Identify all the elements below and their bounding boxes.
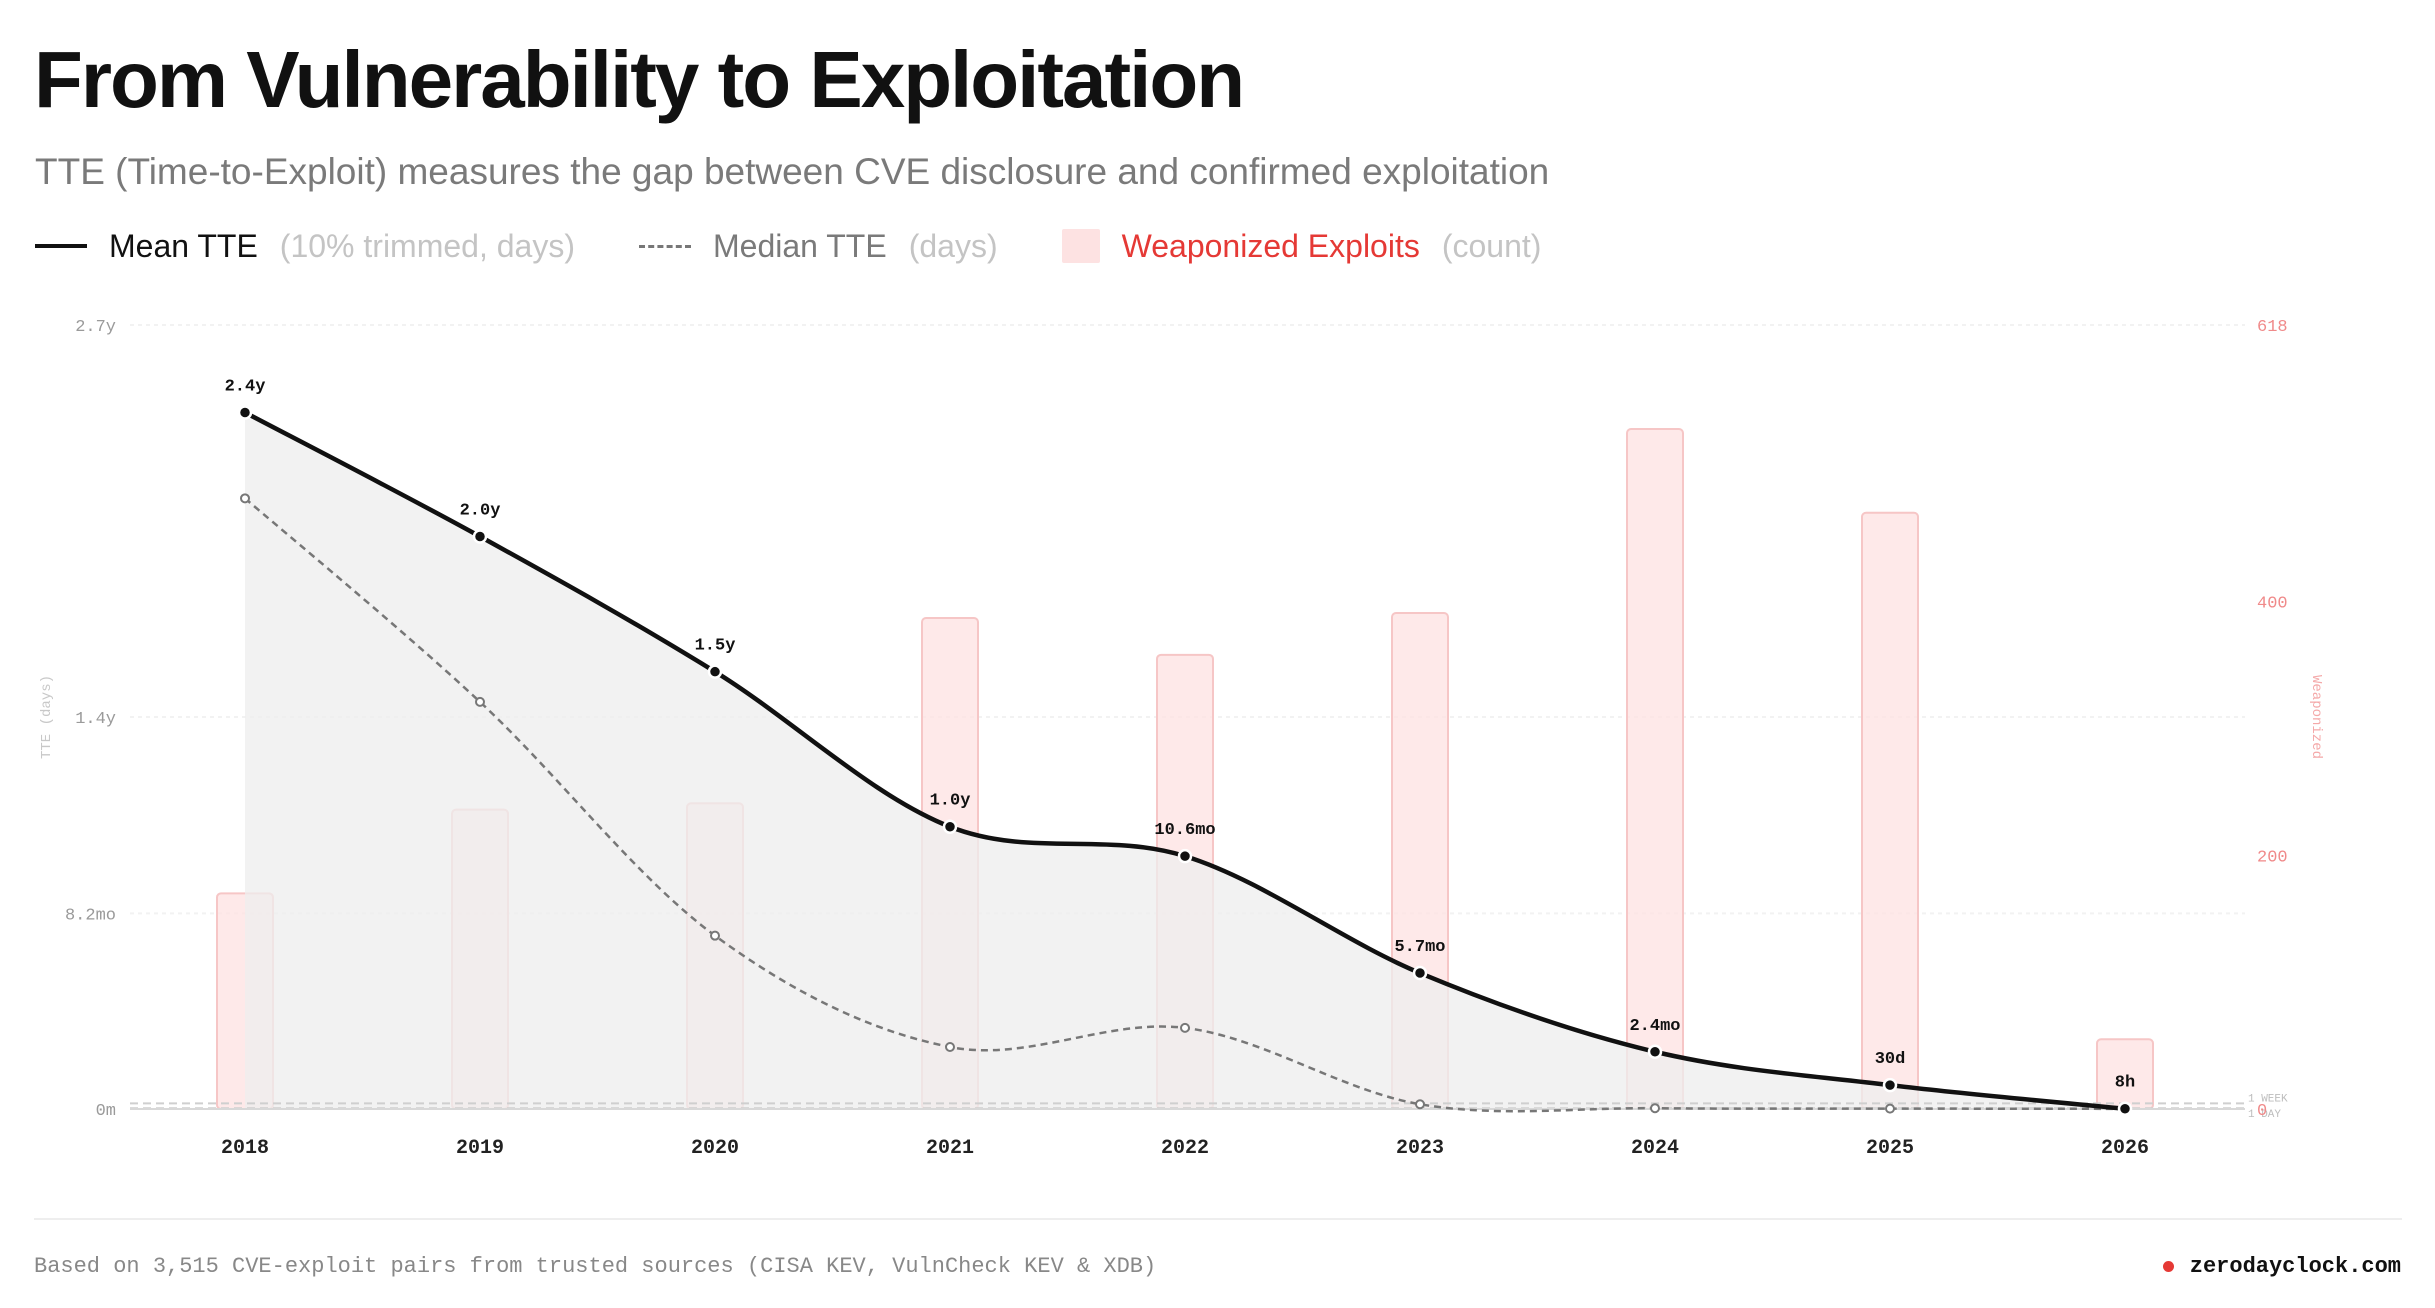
mean-data-label: 5.7mo [1394, 938, 1445, 957]
exploit-bar [1626, 428, 1684, 1110]
mean-point [472, 529, 488, 544]
chart-legend: Mean TTE (10% trimmed, days) Median TTE … [35, 222, 1605, 270]
right-axis-tick-label: 618 [2257, 318, 2288, 337]
legend-median-tte[interactable]: Median TTE (days) [638, 227, 998, 265]
left-axis-title: TTE (days) [39, 675, 55, 759]
tte-chart: 1 WEEK 1 DAY 2.4y 2.0y 1.5y 1.0y 10.6mo 5.7mo 2.… [39, 318, 2324, 1160]
mean-point [1882, 1077, 1898, 1093]
reference-line-label: 1 DAY [2248, 1109, 2281, 1121]
mean-point [942, 819, 958, 834]
median-point [945, 1041, 955, 1052]
x-axis-tick-label: 2021 [926, 1137, 974, 1160]
right-axis-tick-label: 200 [2257, 848, 2288, 867]
legend-mean-label: Mean TTE [109, 227, 258, 264]
median-point [1415, 1099, 1425, 1110]
mean-data-label: 8h [2115, 1074, 2135, 1093]
mean-point [237, 405, 253, 420]
x-axis-tick-label: 2022 [1161, 1137, 1209, 1160]
left-axis-tick-label: 0m [96, 1102, 116, 1121]
reference-line-label: 1 WEEK [2248, 1093, 2288, 1105]
legend-exploits-note: (count) [1441, 227, 1542, 264]
legend-weaponized-exploits[interactable]: Weaponized Exploits (count) [1061, 227, 1542, 265]
mean-point [1177, 848, 1193, 864]
mean-data-label: 2.4y [225, 377, 266, 396]
mean-data-label: 1.0y [930, 792, 971, 811]
right-axis-tick-label: 0 [2257, 1102, 2267, 1121]
legend-exploits-label: Weaponized Exploits [1121, 227, 1420, 264]
brand-link[interactable]: zerodayclock.com [2189, 1254, 2401, 1279]
exploit-bar [1861, 511, 1919, 1110]
median-point [240, 493, 250, 504]
x-axis-tick-label: 2018 [221, 1137, 269, 1160]
legend-median-note: (days) [908, 227, 998, 264]
mean-point [1412, 965, 1428, 981]
mean-data-label: 2.4mo [1629, 1017, 1680, 1036]
legend-mean-note: (10% trimmed, days) [279, 227, 575, 264]
median-point [1885, 1103, 1895, 1114]
median-point [1650, 1103, 1660, 1114]
mean-data-label: 1.5y [695, 637, 736, 656]
x-axis-tick-label: 2019 [456, 1137, 504, 1160]
x-axis-tick-label: 2020 [691, 1137, 739, 1160]
legend-median-label: Median TTE [712, 227, 887, 264]
right-axis-tick-label: 400 [2257, 595, 2288, 614]
mean-data-label: 2.0y [460, 502, 501, 521]
page-title: From Vulnerability to Exploitation [34, 35, 1245, 124]
left-axis-tick-label: 2.7y [75, 318, 116, 337]
right-axis-title: Weaponized [2308, 675, 2324, 759]
legend-mean-tte[interactable]: Mean TTE (10% trimmed, days) [35, 228, 575, 265]
median-point [1180, 1022, 1190, 1033]
mean-data-label: 10.6mo [1154, 821, 1215, 840]
median-point [710, 930, 720, 941]
bar-swatch-icon [1061, 229, 1100, 263]
mean-point [707, 664, 723, 679]
mean-point [1647, 1044, 1663, 1060]
x-axis-tick-label: 2025 [1866, 1137, 1914, 1160]
median-point [475, 696, 485, 707]
solid-line-swatch-icon [35, 244, 87, 248]
dashed-line-swatch-icon [638, 244, 691, 248]
footer-divider [34, 1218, 2402, 1220]
footer-brand[interactable]: zerodayclock.com [2162, 1254, 2401, 1279]
mean-point [2117, 1101, 2133, 1116]
x-axis-tick-label: 2024 [1631, 1137, 1679, 1160]
footer-note: Based on 3,515 CVE-exploit pairs from tr… [34, 1254, 1157, 1279]
left-axis-tick-label: 8.2mo [65, 906, 116, 925]
page-subtitle: TTE (Time-to-Exploit) measures the gap b… [35, 151, 1550, 192]
x-axis-tick-label: 2026 [2101, 1137, 2149, 1160]
status-dot-icon [2162, 1261, 2174, 1272]
left-axis-tick-label: 1.4y [75, 710, 116, 729]
x-axis-tick-label: 2023 [1396, 1137, 1444, 1160]
mean-data-label: 30d [1875, 1050, 1906, 1069]
